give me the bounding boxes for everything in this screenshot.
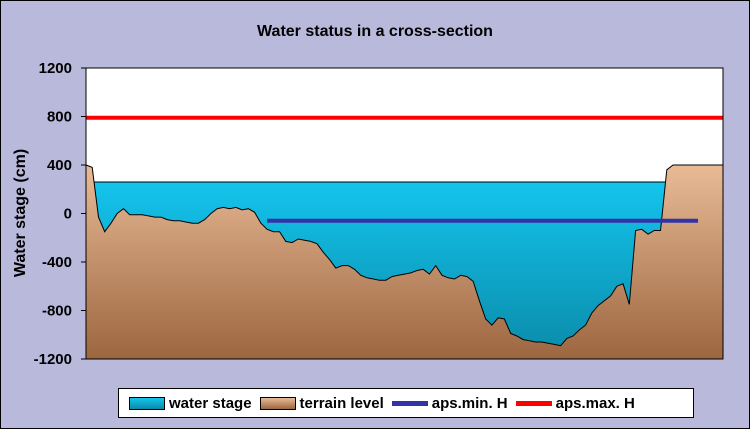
y-tick-label: -800 [42,303,72,320]
legend-item-terrain-level: terrain level [259,394,384,412]
y-tick-label: 0 [64,206,72,223]
legend-swatch-aps-max [515,400,552,406]
legend-label-aps-max: aps.max. H [555,394,635,412]
legend-label-water-stage: water stage [169,394,252,412]
y-tick-label: 400 [47,157,72,174]
chart-title: Water status in a cross-section [257,23,493,40]
series-terrain-level-area [85,164,724,360]
y-tick-label: -1200 [34,351,72,368]
legend-swatch-water-stage [129,396,165,410]
legend-label-aps-min: aps.min. H [431,394,508,412]
y-tick-label: -400 [42,254,72,271]
legend-item-water-stage: water stage [129,395,252,412]
legend-label-terrain-level: terrain level [299,394,384,412]
legend-swatch-aps-min [391,400,428,406]
legend-item-aps-min: aps.min. H [391,394,508,412]
y-tick-label: 800 [47,109,72,126]
y-axis-title: Water stage (cm) [12,149,29,277]
legend: water stage terrain level aps.min. H aps… [118,388,694,418]
y-tick-label: 1200 [39,60,72,77]
legend-swatch-terrain-level [259,396,296,410]
legend-item-aps-max: aps.max. H [515,394,635,412]
